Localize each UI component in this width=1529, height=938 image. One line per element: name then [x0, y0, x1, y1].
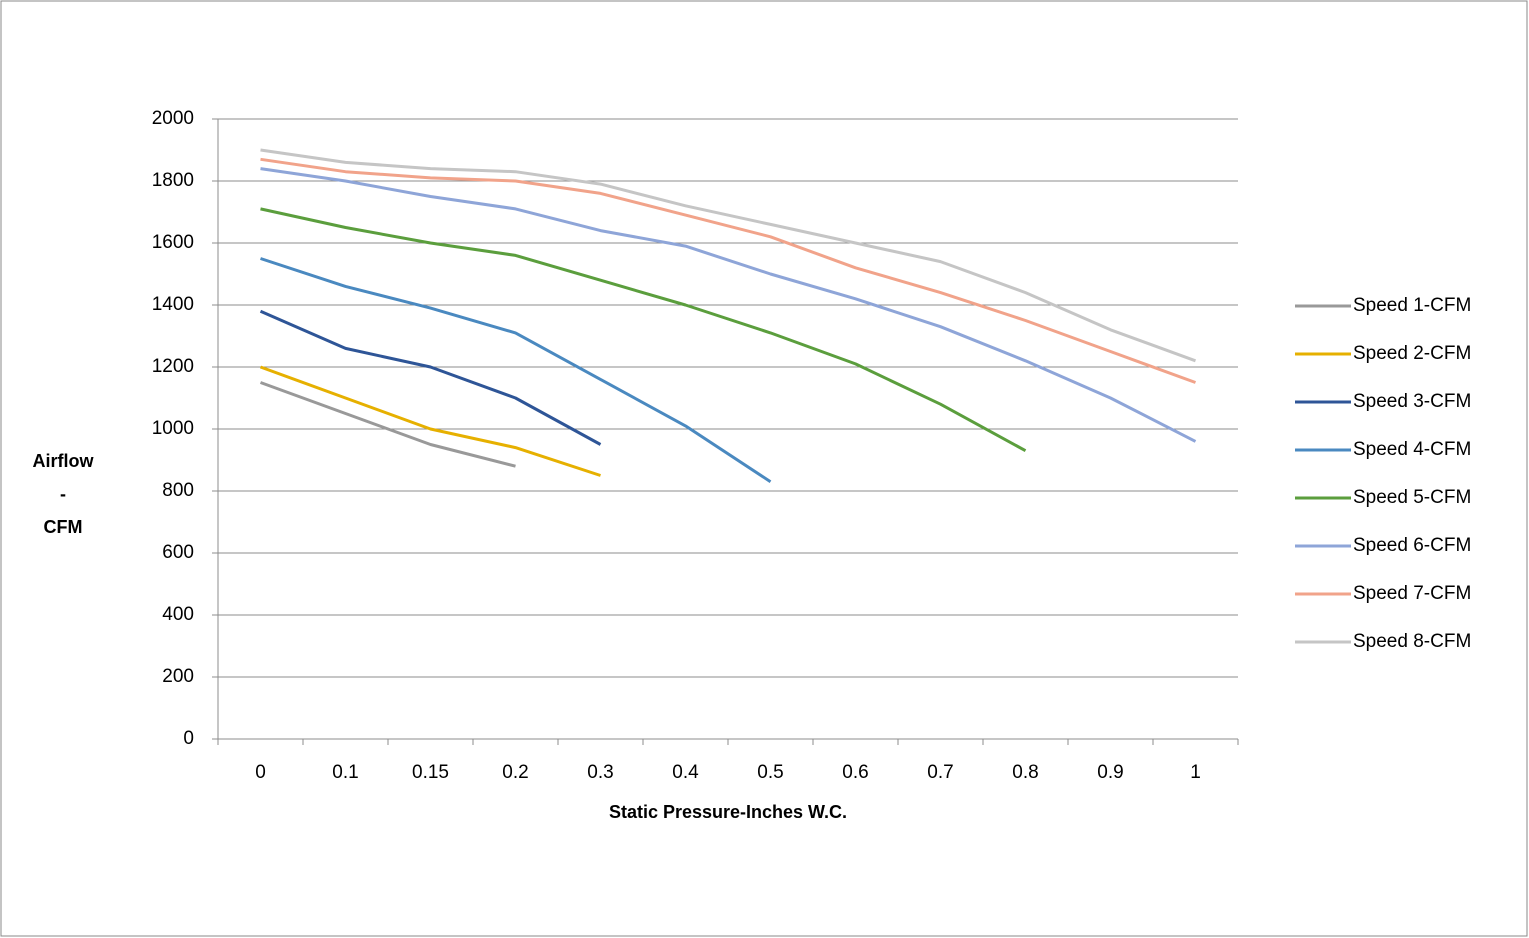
legend-label: Speed 7-CFM [1353, 583, 1471, 604]
y-tick-label: 1200 [152, 356, 194, 377]
y-tick-label: 200 [162, 666, 194, 687]
series-line [260, 167, 1197, 443]
series-line [260, 257, 772, 483]
x-tick-label: 0.8 [1012, 762, 1038, 783]
y-axis-title: - [60, 484, 66, 504]
series-line [260, 148, 1197, 363]
y-tick-label: 400 [162, 604, 194, 625]
y-tick-label: 0 [183, 728, 194, 749]
x-tick-label: 1 [1190, 762, 1201, 783]
y-tick-label: 1400 [152, 294, 194, 315]
series-line [259, 309, 602, 446]
series-line [259, 365, 601, 477]
legend-label: Speed 6-CFM [1353, 535, 1471, 556]
y-tick-label: 1800 [152, 170, 194, 191]
x-tick-label: 0.7 [927, 762, 953, 783]
legend-label: Speed 4-CFM [1353, 439, 1471, 460]
x-tick-label: 0.4 [672, 762, 699, 783]
x-tick-label: 0.15 [412, 762, 449, 783]
series-line [260, 207, 1027, 453]
legend-label: Speed 2-CFM [1353, 343, 1471, 364]
y-tick-label: 1600 [152, 232, 194, 253]
x-tick-label: 0.9 [1097, 762, 1123, 783]
legend-label: Speed 3-CFM [1353, 391, 1471, 412]
x-tick-label: 0.6 [842, 762, 868, 783]
y-tick-label: 2000 [152, 108, 194, 129]
series-line [260, 157, 1197, 384]
x-tick-label: 0.3 [587, 762, 613, 783]
x-tick-label: 0.2 [502, 762, 528, 783]
y-axis-title: Airflow [33, 451, 95, 471]
x-axis-title: Static Pressure-Inches W.C. [609, 802, 847, 822]
legend-label: Speed 8-CFM [1353, 631, 1471, 652]
y-axis-title: CFM [44, 517, 83, 537]
legend-label: Speed 1-CFM [1353, 295, 1471, 316]
x-tick-label: 0 [255, 762, 266, 783]
legend-label: Speed 5-CFM [1353, 487, 1471, 508]
y-tick-label: 600 [162, 542, 194, 563]
x-tick-label: 0.5 [757, 762, 783, 783]
y-tick-label: 1000 [152, 418, 194, 439]
series-line [259, 381, 516, 468]
x-tick-label: 0.1 [332, 762, 358, 783]
y-tick-label: 800 [162, 480, 194, 501]
